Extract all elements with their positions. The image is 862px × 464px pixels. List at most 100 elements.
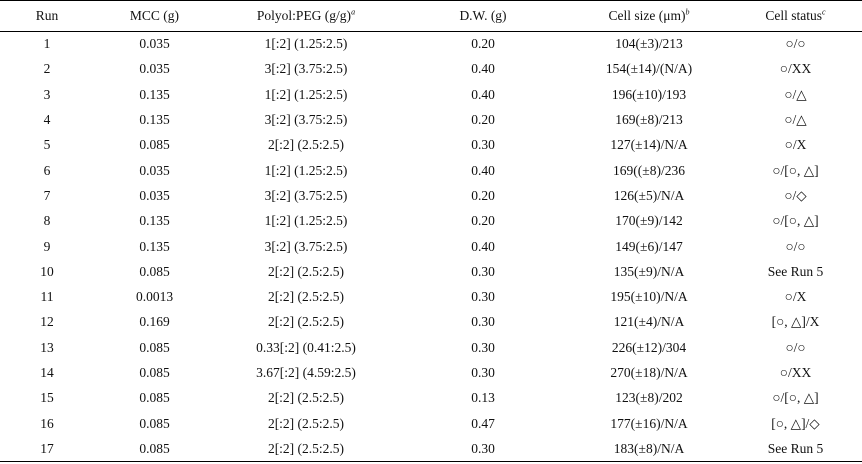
cell-cell-size: 149(±6)/147: [615, 238, 683, 254]
cell-mcc: 0.035: [139, 36, 170, 52]
header-polyol-label: Polyol:PEG (g/g): [256, 8, 352, 23]
cell-mcc: 0.135: [139, 238, 170, 254]
table-row: 1 0.035 1[:2] (1.25:2.5) 0.20 104(±3)/213 ○/○: [0, 32, 862, 57]
cell-mcc: 0.035: [139, 61, 170, 77]
header-polyol: Polyol:PEG (g/g)a: [215, 0, 397, 32]
cell-dw: 0.40: [471, 162, 495, 178]
cell-run: 16: [40, 415, 54, 431]
cell-mcc: 0.085: [139, 390, 170, 406]
cell-mcc: 0.0013: [135, 289, 174, 305]
cell-cell-size: 104(±3)/213: [615, 36, 683, 52]
table-header: Run MCC (g) Polyol:PEG (g/g)a D.W. (g) C…: [0, 0, 862, 32]
cell-status: ○/△: [784, 112, 807, 128]
cell-polyol: 1[:2] (1.25:2.5): [264, 213, 348, 229]
cell-run: 3: [43, 86, 51, 102]
cell-run: 14: [40, 365, 54, 380]
cell-status: See Run 5: [767, 263, 824, 279]
cell-polyol: 3[:2] (3.75:2.5): [264, 187, 348, 203]
cell-dw: 0.20: [471, 112, 495, 128]
cell-mcc: 0.035: [139, 187, 170, 203]
cell-dw: 0.20: [471, 36, 495, 52]
cell-mcc: 0.135: [139, 112, 170, 128]
cell-run: 1: [43, 36, 51, 52]
cell-status: [○, △]/◇: [771, 415, 820, 431]
cell-run: 4: [43, 112, 51, 128]
cell-polyol: 2[:2] (2.5:2.5): [267, 137, 345, 153]
cell-cell-size: 226(±12)/304: [611, 339, 687, 355]
table-row: 10 0.085 2[:2] (2.5:2.5) 0.30 135(±9)/N/A See…: [0, 259, 862, 284]
cell-status: ○/△: [784, 86, 807, 102]
cell-status: ○/XX: [779, 365, 812, 380]
cell-cell-size: 123(±8)/202: [615, 390, 683, 406]
cell-polyol: 3[:2] (3.75:2.5): [264, 112, 348, 128]
cell-run: 15: [40, 390, 54, 406]
cell-polyol: 2[:2] (2.5:2.5): [267, 390, 345, 406]
cell-status: ○/○: [785, 238, 806, 254]
cell-mcc: 0.085: [139, 339, 170, 355]
cell-cell-size: 127(±14)/N/A: [610, 137, 688, 153]
cell-mcc: 0.085: [139, 415, 170, 431]
cell-cell-size: 270(±18)/N/A: [610, 365, 688, 380]
table-row: 6 0.035 1[:2] (1.25:2.5) 0.40 169((±8)/236 ○/…: [0, 158, 862, 183]
cell-mcc: 0.085: [139, 137, 170, 153]
table-row: 5 0.085 2[:2] (2.5:2.5) 0.30 127(±14)/N/A ○/X: [0, 133, 862, 158]
cell-mcc: 0.135: [139, 213, 170, 229]
cell-dw: 0.20: [471, 187, 495, 203]
header-run: Run: [0, 0, 94, 32]
cell-cell-size: 135(±9)/N/A: [613, 263, 685, 279]
cell-dw: 0.40: [471, 86, 495, 102]
cell-status: ○/X: [784, 289, 807, 305]
header-run-label: Run: [35, 8, 59, 23]
cell-dw: 0.20: [471, 213, 495, 229]
table-row: 2 0.035 3[:2] (3.75:2.5) 0.40 154(±14)/(N/A)…: [0, 57, 862, 82]
cell-run: 2: [43, 61, 51, 77]
cell-cell-size: 170(±9)/142: [615, 213, 683, 229]
cell-status: [○, △]/X: [771, 314, 820, 330]
cell-mcc: 0.085: [139, 263, 170, 279]
table-row: 9 0.135 3[:2] (3.75:2.5) 0.40 149(±6)/147 ○/○: [0, 234, 862, 259]
header-mcc: MCC (g): [94, 0, 215, 32]
cell-dw: 0.30: [471, 289, 495, 305]
cell-status: ○/○: [785, 36, 806, 52]
header-dw-label: D.W. (g): [459, 8, 507, 23]
header-cell-status-footnote: c: [822, 7, 826, 17]
cell-cell-size: 169(±8)/213: [615, 112, 683, 128]
table-row: 4 0.135 3[:2] (3.75:2.5) 0.20 169(±8)/213 ○/△: [0, 107, 862, 132]
table-row: 14 0.085 3.67[:2] (4.59:2.5) 0.30 270(±18)/N…: [0, 360, 862, 385]
cell-run: 17: [0, 436, 94, 463]
cell-run: 5: [43, 137, 51, 153]
cell-status: ○/X: [784, 137, 807, 153]
cell-cell-size: 196(±10)/193: [611, 86, 687, 102]
cell-mcc: 0.085: [139, 365, 170, 380]
header-cell-size-footnote: b: [685, 7, 690, 17]
cell-run: 10: [40, 263, 54, 279]
cell-run: 7: [43, 187, 51, 203]
cell-status: See Run 5: [729, 436, 862, 463]
cell-status: ○/XX: [779, 61, 812, 77]
cell-dw: 0.30: [471, 137, 495, 153]
cell-dw: 0.30: [471, 365, 495, 380]
cell-dw: 0.30: [471, 314, 495, 330]
cell-cell-size: 121(±4)/N/A: [613, 314, 685, 330]
cell-status: ○/[○, △]: [772, 162, 819, 178]
table-row: 13 0.085 0.33[:2] (0.41:2.5) 0.30 226(±12)/3…: [0, 335, 862, 360]
header-row: Run MCC (g) Polyol:PEG (g/g)a D.W. (g) C…: [0, 0, 862, 32]
cell-mcc: 0.135: [139, 86, 170, 102]
cell-dw: 0.30: [471, 339, 495, 355]
cell-run: 12: [40, 314, 54, 330]
cell-polyol: 1[:2] (1.25:2.5): [264, 36, 348, 52]
header-cell-status: Cell statusc: [729, 0, 862, 32]
cell-polyol: 2[:2] (2.5:2.5): [267, 415, 345, 431]
table-row: 17 0.085 2[:2] (2.5:2.5) 0.30 183(±8)/N/A See…: [0, 436, 862, 463]
cell-cell-size: 154(±14)/(N/A): [605, 61, 693, 77]
cell-dw: 0.30: [471, 263, 495, 279]
cell-run: 9: [43, 238, 51, 254]
cell-status: ○/◇: [784, 187, 807, 203]
cell-cell-size: 126(±5)/N/A: [613, 187, 685, 203]
table-row: 12 0.169 2[:2] (2.5:2.5) 0.30 121(±4)/N/A [○,…: [0, 310, 862, 335]
header-dw: D.W. (g): [397, 0, 569, 32]
table-row: 7 0.035 3[:2] (3.75:2.5) 0.20 126(±5)/N/A ○/◇: [0, 183, 862, 208]
cell-polyol: 3.67[:2] (4.59:2.5): [256, 365, 356, 380]
